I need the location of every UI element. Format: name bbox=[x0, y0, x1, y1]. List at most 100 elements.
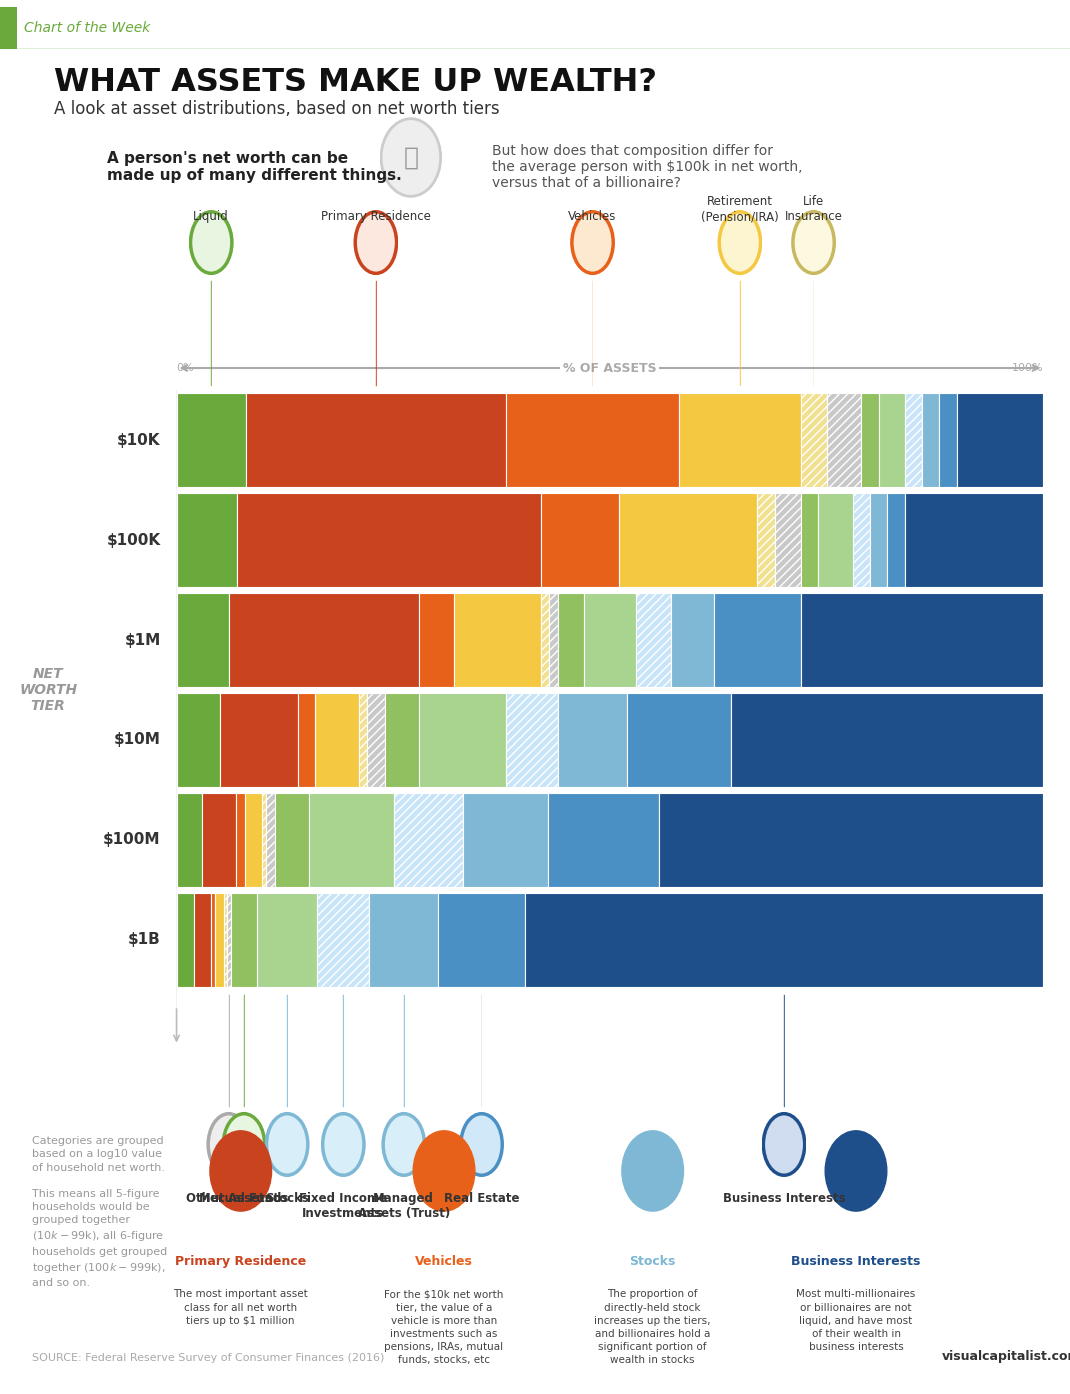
Bar bbox=[827, 393, 861, 488]
Bar bbox=[861, 393, 878, 488]
Bar bbox=[714, 592, 800, 687]
Text: Vehicles: Vehicles bbox=[415, 1255, 473, 1267]
Bar bbox=[636, 592, 671, 687]
Text: Business Interests: Business Interests bbox=[792, 1255, 920, 1267]
Text: NET
WORTH
TIER: NET WORTH TIER bbox=[19, 666, 77, 714]
Bar bbox=[922, 393, 939, 488]
Bar bbox=[904, 493, 1043, 587]
Bar bbox=[548, 793, 659, 887]
Bar bbox=[177, 592, 229, 687]
Bar bbox=[659, 793, 1043, 887]
Bar bbox=[227, 892, 231, 987]
Bar bbox=[584, 592, 636, 687]
Bar bbox=[177, 693, 220, 788]
Circle shape bbox=[461, 1114, 502, 1175]
Bar bbox=[627, 693, 731, 788]
Bar bbox=[177, 493, 238, 587]
Text: $10M: $10M bbox=[113, 732, 160, 747]
Circle shape bbox=[209, 1114, 249, 1175]
Bar bbox=[177, 892, 194, 987]
Bar bbox=[549, 592, 557, 687]
Circle shape bbox=[383, 1114, 425, 1175]
Bar bbox=[177, 393, 246, 488]
Bar bbox=[731, 693, 1043, 788]
Text: A person's net worth can be
made up of many different things.: A person's net worth can be made up of m… bbox=[107, 151, 401, 184]
Text: 100%: 100% bbox=[1011, 362, 1043, 374]
Bar bbox=[316, 693, 358, 788]
Bar bbox=[224, 892, 227, 987]
Bar bbox=[557, 592, 584, 687]
Bar bbox=[220, 693, 297, 788]
Circle shape bbox=[719, 212, 761, 273]
Circle shape bbox=[210, 1131, 272, 1211]
Text: A look at asset distributions, based on net worth tiers: A look at asset distributions, based on … bbox=[54, 100, 499, 118]
Bar bbox=[275, 793, 309, 887]
Bar bbox=[800, 393, 827, 488]
Bar bbox=[878, 393, 904, 488]
Bar bbox=[229, 592, 419, 687]
Text: Most multi-millionaires
or billionaires are not
liquid, and have most
of their w: Most multi-millionaires or billionaires … bbox=[796, 1289, 916, 1352]
Bar bbox=[540, 493, 618, 587]
Bar bbox=[557, 693, 627, 788]
Circle shape bbox=[413, 1131, 475, 1211]
Text: Primary Residence: Primary Residence bbox=[321, 210, 431, 223]
Text: $100K: $100K bbox=[106, 533, 160, 548]
Text: Life
Insurance: Life Insurance bbox=[784, 195, 842, 223]
Bar bbox=[800, 592, 1043, 687]
Circle shape bbox=[190, 212, 232, 273]
Bar bbox=[384, 693, 419, 788]
Circle shape bbox=[381, 118, 441, 197]
Bar bbox=[394, 793, 462, 887]
Bar bbox=[202, 793, 236, 887]
Bar bbox=[367, 693, 384, 788]
Bar bbox=[419, 693, 506, 788]
Circle shape bbox=[355, 212, 397, 273]
Bar bbox=[419, 592, 454, 687]
Bar bbox=[817, 493, 853, 587]
Bar bbox=[369, 892, 439, 987]
Text: Liquid: Liquid bbox=[194, 210, 229, 223]
Text: Real Estate: Real Estate bbox=[444, 1192, 519, 1204]
Bar bbox=[679, 393, 800, 488]
Bar bbox=[462, 793, 548, 887]
Text: Fixed Income
Investments: Fixed Income Investments bbox=[300, 1192, 387, 1220]
Bar bbox=[887, 493, 904, 587]
Bar bbox=[506, 393, 679, 488]
Bar bbox=[758, 493, 775, 587]
Text: ☁: ☁ bbox=[1029, 1356, 1044, 1370]
Text: visualcapitalist.com: visualcapitalist.com bbox=[942, 1351, 1070, 1363]
Bar bbox=[262, 793, 266, 887]
Bar bbox=[454, 592, 540, 687]
Bar bbox=[211, 892, 215, 987]
Circle shape bbox=[571, 212, 613, 273]
Bar bbox=[238, 493, 540, 587]
Text: $1B: $1B bbox=[127, 933, 160, 948]
Text: For the $10k net worth
tier, the value of a
vehicle is more than
investments suc: For the $10k net worth tier, the value o… bbox=[384, 1289, 504, 1366]
Text: The most important asset
class for all net worth
tiers up to $1 million: The most important asset class for all n… bbox=[173, 1289, 308, 1326]
Bar bbox=[775, 493, 800, 587]
Text: Stocks: Stocks bbox=[265, 1192, 309, 1204]
Text: ⬛: ⬛ bbox=[403, 145, 418, 170]
Circle shape bbox=[323, 1114, 364, 1175]
Circle shape bbox=[622, 1131, 684, 1211]
Bar bbox=[506, 693, 557, 788]
Bar bbox=[257, 892, 318, 987]
Text: Categories are grouped
based on a log10 value
of household net worth.

This mean: Categories are grouped based on a log10 … bbox=[32, 1136, 167, 1288]
Bar bbox=[297, 693, 316, 788]
Bar bbox=[177, 793, 202, 887]
Text: SOURCE: Federal Reserve Survey of Consumer Finances (2016): SOURCE: Federal Reserve Survey of Consum… bbox=[32, 1354, 384, 1363]
Text: $1M: $1M bbox=[124, 633, 160, 648]
Text: Other Assets: Other Assets bbox=[186, 1192, 272, 1204]
Text: Managed
Assets (Trust): Managed Assets (Trust) bbox=[357, 1192, 450, 1220]
Text: But how does that composition differ for
the average person with $100k in net wo: But how does that composition differ for… bbox=[492, 144, 802, 191]
Bar bbox=[853, 493, 870, 587]
Bar bbox=[358, 693, 367, 788]
Circle shape bbox=[825, 1131, 887, 1211]
Bar bbox=[266, 793, 275, 887]
Text: Primary Residence: Primary Residence bbox=[175, 1255, 306, 1267]
Circle shape bbox=[793, 212, 835, 273]
Bar bbox=[0, 7, 17, 49]
Bar bbox=[194, 892, 211, 987]
Bar bbox=[671, 592, 714, 687]
Text: % OF ASSETS: % OF ASSETS bbox=[563, 361, 657, 375]
